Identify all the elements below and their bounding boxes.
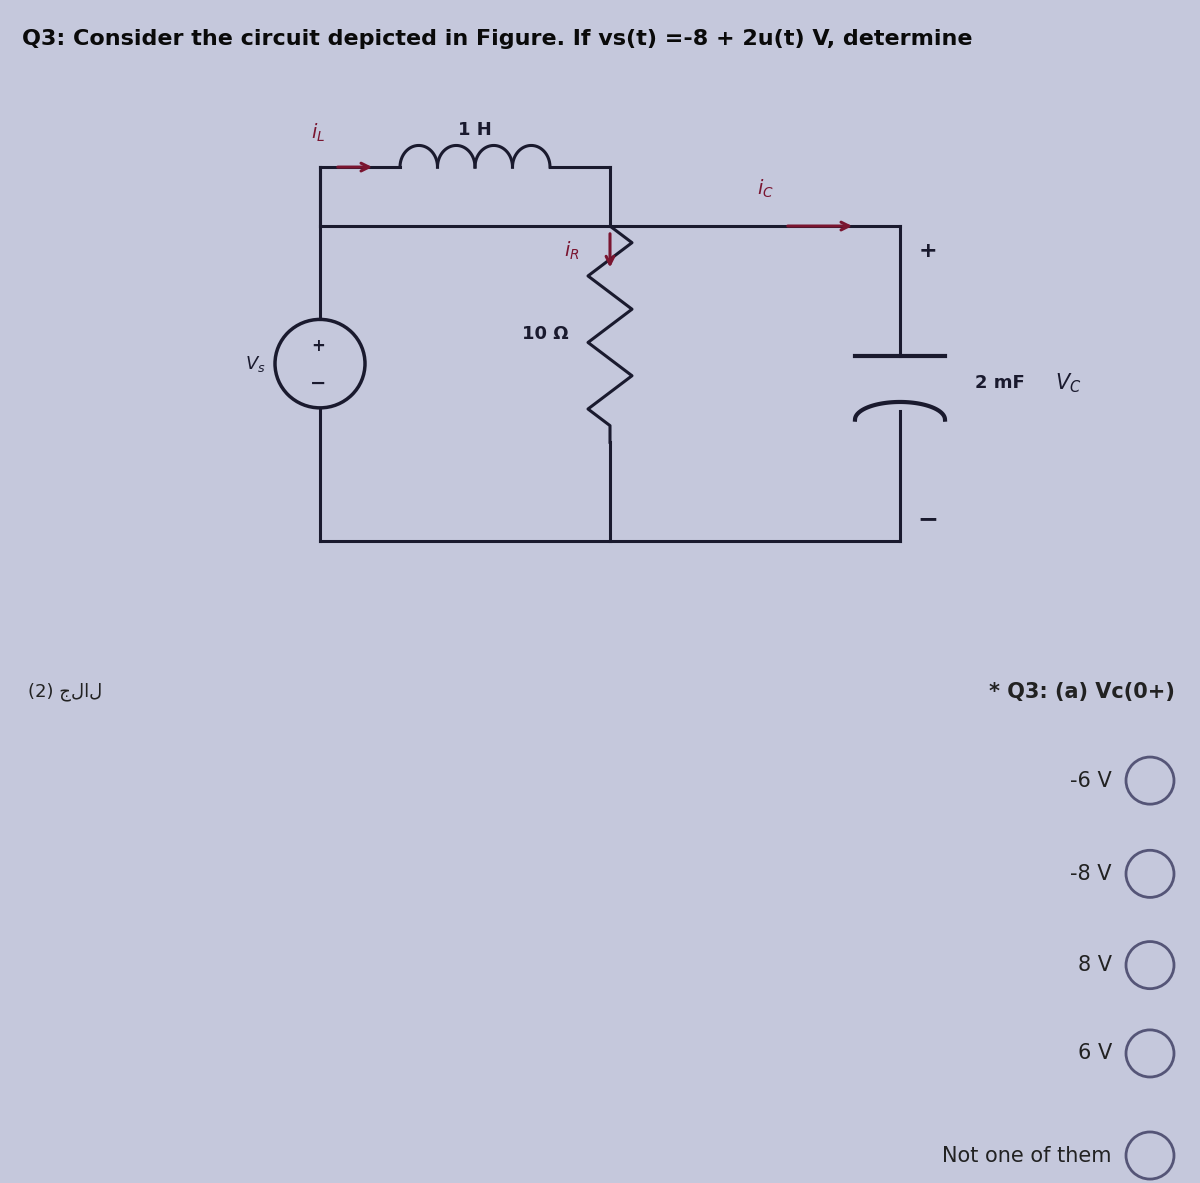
Text: Q3: Consider the circuit depicted in Figure. If vs(t) =-8 + 2u(t) V, determine: Q3: Consider the circuit depicted in Fig… xyxy=(22,30,972,50)
Text: −: − xyxy=(918,508,938,531)
Text: $V_C$: $V_C$ xyxy=(1055,371,1081,395)
Text: (2) جلال: (2) جلال xyxy=(28,683,102,702)
Text: Not one of them: Not one of them xyxy=(942,1145,1112,1165)
Text: $V_s$: $V_s$ xyxy=(245,354,265,374)
Text: -6 V: -6 V xyxy=(1070,770,1112,790)
Text: +: + xyxy=(311,337,325,355)
Text: 6 V: 6 V xyxy=(1078,1043,1112,1064)
Text: 2 mF: 2 mF xyxy=(974,374,1025,393)
Text: -8 V: -8 V xyxy=(1070,864,1112,884)
Text: 10 Ω: 10 Ω xyxy=(522,325,569,343)
Text: $i_C$: $i_C$ xyxy=(756,177,774,200)
Text: $i_L$: $i_L$ xyxy=(311,122,325,144)
Text: −: − xyxy=(310,374,326,393)
Text: $i_R$: $i_R$ xyxy=(564,239,580,261)
Text: 1 H: 1 H xyxy=(458,121,492,138)
Text: 8 V: 8 V xyxy=(1078,955,1112,975)
Text: * Q3: (a) Vc(0+): * Q3: (a) Vc(0+) xyxy=(989,683,1175,703)
Text: +: + xyxy=(919,240,937,260)
